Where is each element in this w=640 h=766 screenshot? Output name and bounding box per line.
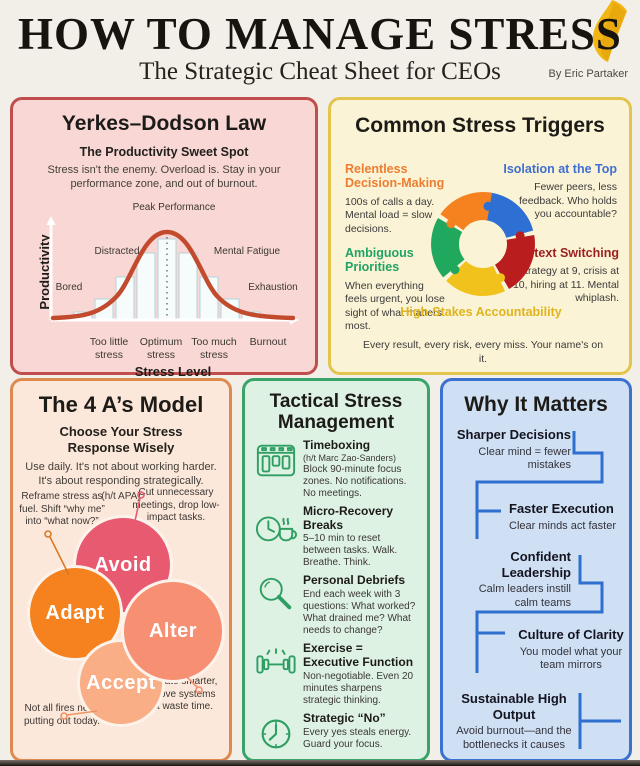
note-avoid: Cut unnecessary meetings, drop low-impac… <box>132 487 220 523</box>
item-body: 5–10 min to reset between tasks. Walk. B… <box>303 533 398 569</box>
trigger-body: Strategy at 9, crisis at 10, hiring at 1… <box>512 265 619 305</box>
puzzle-ring-diagram <box>431 192 535 297</box>
list-item-micro-recovery: Micro-Recovery Breaks 5–10 min to reset … <box>255 503 420 570</box>
yerkes-title: Yerkes–Dodson Law <box>61 112 267 135</box>
dumbbell-icon <box>256 648 296 674</box>
author-byline: By Eric Partaker <box>548 68 628 80</box>
clock-icon <box>261 719 291 749</box>
y-axis-arrow <box>46 216 56 225</box>
why-heading: Confident Leadership <box>501 549 571 580</box>
annotation-peak-performance: Peak Performance <box>132 202 216 213</box>
why-item-sharper-decisions: Sharper Decisions Clear mind = fewer mis… <box>453 427 571 473</box>
circle-alter: Alter <box>121 579 225 683</box>
chart-axes <box>49 223 291 322</box>
why-heading: Sharper Decisions <box>456 427 571 442</box>
triggers-title: Common Stress Triggers <box>355 114 605 137</box>
yerkes-subtitle: The Productivity Sweet Spot <box>79 145 249 159</box>
bottom-edge-shadow <box>0 760 640 766</box>
note-adapt: Reframe stress as fuel. Shift “why me” i… <box>19 491 105 527</box>
trigger-body: When everything feels urgent, you lose s… <box>345 279 445 333</box>
why-heading: Sustainable High Output <box>461 691 567 722</box>
note-accept: Not all fires need putting out today. <box>24 703 100 727</box>
x-tick-burnout: Burnout <box>249 336 287 348</box>
annotation-bored: Bored <box>55 282 83 293</box>
panel-stress-triggers: Common Stress Triggers Relentless Decisi… <box>328 97 632 375</box>
x-axis-label: Stress Level <box>134 364 212 379</box>
why-body: Avoid burnout—and the bottlenecks it cau… <box>456 725 572 751</box>
list-item-personal-debriefs: Personal Debriefs End each week with 3 q… <box>255 574 420 637</box>
panel-four-a-model: The 4 A’s Model Choose Your Stress Respo… <box>10 378 232 762</box>
list-item-strategic-no: Strategic “No” Every yes steals energy. … <box>255 710 420 754</box>
why-body: Calm leaders instill calm teams <box>478 583 571 609</box>
why-item-culture-of-clarity: Culture of Clarity You model what your t… <box>511 627 631 673</box>
yellow-brush-decoration <box>592 0 627 62</box>
yerkes-intro: Stress isn't the enemy. Overload is. Sta… <box>47 164 281 191</box>
why-heading: Faster Execution <box>509 501 614 516</box>
annotation-distracted: Distracted <box>94 246 140 257</box>
four-a-intro: Use daily. It's not about working harder… <box>25 461 217 488</box>
x-tick-too-much: Too much stress <box>191 336 237 361</box>
trigger-heading: Ambiguous Priorities <box>345 246 414 275</box>
trigger-body: 100s of calls a day. Mental load = slow … <box>345 195 435 235</box>
trigger-heading: Isolation at the Top <box>503 162 617 176</box>
four-a-title: The 4 A’s Model <box>38 392 204 417</box>
recovery-clock-cup-icon <box>255 516 297 542</box>
item-heading: Micro-Recovery Breaks <box>303 503 394 532</box>
trigger-ambiguous-priorities: Ambiguous Priorities When everything fee… <box>345 246 445 334</box>
why-item-confident-leadership: Confident Leadership Calm leaders instil… <box>461 549 571 611</box>
flow-zigzag-lines <box>475 431 621 749</box>
timeboxing-calendar-icon <box>256 444 296 477</box>
page-subtitle: The Strategic Cheat Sheet for CEOs <box>139 58 501 85</box>
list-item-timeboxing: Timeboxing (h/t Marc Zao-Sanders) Block … <box>255 438 420 500</box>
item-heading: Strategic “No” <box>303 710 386 725</box>
circle-adapt: Adapt <box>27 565 123 661</box>
bell-curve-chart <box>46 216 299 325</box>
trigger-heading: Context Switching <box>509 246 619 260</box>
why-item-sustainable-output: Sustainable High Output Avoid burnout—an… <box>451 691 577 753</box>
yerkes-chart: Peak Performance <box>41 202 307 332</box>
panel-why-it-matters: Why It Matters Sharper Decisions Clear m… <box>440 378 632 762</box>
list-item-exercise: Exercise = Executive Function Non-negoti… <box>255 641 420 707</box>
annotation-mental-fatigue: Mental Fatigue <box>213 246 281 257</box>
why-body: Clear minds act faster <box>509 519 616 532</box>
trigger-body: Every result, every risk, every miss. Yo… <box>362 339 604 365</box>
x-tick-too-little: Too little stress <box>89 336 129 361</box>
trigger-relentless-decision-making: Relentless Decision-Making 100s of calls… <box>345 162 445 236</box>
trigger-high-stakes-accountability: High-Stakes Accountability <box>396 305 566 324</box>
panel-tactical-stress: Tactical Stress Management Timeboxing (h… <box>242 378 430 762</box>
item-heading: Personal Debriefs <box>303 573 406 588</box>
magnifier-icon <box>259 578 292 610</box>
page-title: HOW TO MANAGE STRESS <box>18 9 622 59</box>
trigger-context-switching: Context Switching Strategy at 9, crisis … <box>501 246 619 306</box>
puzzle-piece-yellow <box>446 261 505 297</box>
item-heading: Timeboxing <box>303 438 371 452</box>
trigger-body: Fewer peers, less feedback. Who holds yo… <box>518 181 617 221</box>
trigger-heading: High-Stakes Accountability <box>400 305 562 319</box>
annotation-exhaustion: Exhaustion <box>248 282 298 293</box>
tactical-item-list: Timeboxing (h/t Marc Zao-Sanders) Block … <box>255 438 420 754</box>
puzzle-piece-red <box>495 235 535 289</box>
x-tick-optimum: Optimum stress <box>139 336 183 361</box>
four-a-subtitle: Choose Your Stress Response Wisely <box>59 424 183 455</box>
why-heading: Culture of Clarity <box>518 627 624 642</box>
why-title: Why It Matters <box>464 393 608 416</box>
trigger-isolation-at-top: Isolation at the Top Fewer peers, less f… <box>501 162 617 222</box>
trigger-heading: Relentless Decision-Making <box>345 162 445 191</box>
item-credit: (h/t Marc Zao-Sanders) <box>303 452 397 463</box>
puzzle-piece-green <box>431 218 465 278</box>
panel-yerkes-dodson: Yerkes–Dodson Law The Productivity Sweet… <box>10 97 318 379</box>
item-heading: Exercise = Executive Function <box>303 641 414 669</box>
tactical-title: Tactical Stress Management <box>269 391 403 434</box>
why-item-faster-execution: Faster Execution Clear minds act faster <box>509 501 631 533</box>
item-body: Every yes steals energy. Guard your focu… <box>303 726 412 750</box>
why-body: Clear mind = fewer mistakes <box>478 445 571 472</box>
why-body: You model what your team mirrors <box>519 645 623 672</box>
puzzle-piece-blue <box>485 192 534 238</box>
four-a-credit: (h/t APA) <box>101 490 141 502</box>
bell-curve <box>50 229 296 321</box>
item-body: Non-negotiable. Even 20 minutes sharpens… <box>303 670 414 706</box>
item-body: Block 90-minute focus zones. No notifica… <box>303 463 407 499</box>
item-body: End each week with 3 questions: What wor… <box>303 589 416 637</box>
